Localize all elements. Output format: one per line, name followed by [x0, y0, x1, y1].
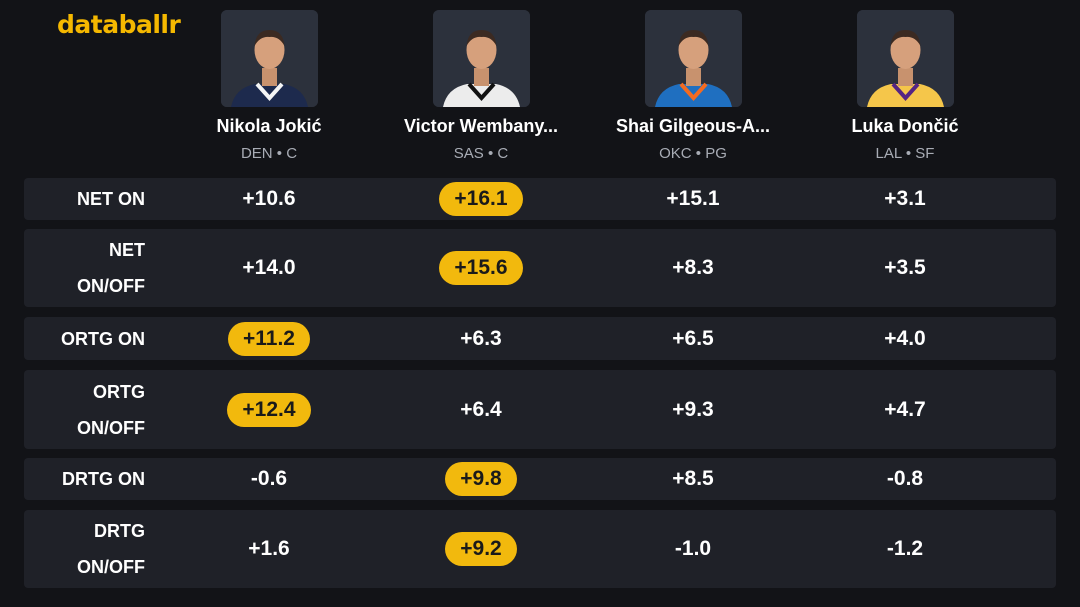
stat-value-best: +12.4 — [227, 392, 311, 427]
stat-value: +3.1 — [884, 187, 926, 210]
stat-label-line: ON/OFF — [77, 417, 145, 438]
stat-label-line: DRTG ON — [62, 469, 145, 489]
stat-value-best: +9.2 — [445, 532, 517, 566]
stat-label-line: ON/OFF — [77, 557, 145, 577]
player-avatar[interactable] — [644, 10, 742, 107]
stat-label: DRTG ON — [62, 458, 145, 500]
player-team-position: SAS • C — [453, 145, 509, 162]
stat-row: DRTG ON/OFF +1.6 +9.2 -1.0 -1.2 — [24, 510, 1056, 588]
stat-value-best: +11.2 — [228, 321, 310, 356]
stat-label-line: DRTG — [94, 521, 145, 541]
player-team-position: DEN • C — [240, 145, 298, 162]
player-avatar[interactable] — [432, 10, 530, 107]
stat-cell: +9.3 — [587, 370, 799, 449]
stat-cell: +11.2 — [163, 317, 375, 360]
stat-cell: +16.1 — [375, 178, 587, 220]
stat-value: -0.6 — [250, 467, 288, 490]
player-header[interactable]: Luka Dončić LAL • SF — [799, 10, 1011, 162]
stat-cell: +10.6 — [163, 178, 375, 220]
stat-label-line: NET — [109, 240, 145, 260]
stat-cell: -1.2 — [799, 510, 1011, 588]
stat-cell: +8.5 — [587, 458, 799, 500]
stat-cell: +4.7 — [799, 370, 1011, 449]
player-avatar[interactable] — [220, 10, 318, 107]
stat-cell: +9.8 — [375, 458, 587, 500]
stat-cell: -1.0 — [587, 510, 799, 588]
stat-cell: +15.1 — [587, 178, 799, 220]
stat-value-best: +15.6 — [439, 251, 523, 285]
stat-cell: +1.6 — [163, 510, 375, 588]
stat-cell: +4.0 — [799, 317, 1011, 360]
stat-value: +15.1 — [666, 187, 720, 210]
stat-label-line: NET ON — [76, 189, 145, 209]
stat-cell: +14.0 — [163, 229, 375, 307]
stat-cell: +3.5 — [799, 229, 1011, 307]
stat-value: -1.2 — [886, 537, 924, 560]
player-name: Victor Wembany... — [403, 116, 559, 136]
stat-label: NET ON/OFF — [77, 229, 145, 307]
stat-cell: -0.8 — [799, 458, 1011, 500]
stat-value-best: +9.8 — [445, 462, 517, 496]
stat-value: +6.3 — [460, 326, 502, 350]
stat-value: +14.0 — [242, 256, 296, 279]
stat-value: +6.4 — [460, 397, 502, 421]
stat-value: +4.0 — [884, 326, 926, 350]
stat-value: +6.5 — [672, 326, 714, 350]
stat-row: ORTG ON +11.2 +6.3 +6.5 +4.0 — [24, 317, 1056, 360]
stat-cell: -0.6 — [163, 458, 375, 500]
stat-value: +1.6 — [248, 537, 290, 560]
stat-value: -0.8 — [886, 467, 924, 490]
player-name: Nikola Jokić — [216, 116, 322, 136]
stat-value: -1.0 — [674, 537, 712, 560]
databallr-logo[interactable]: databallr — [57, 10, 181, 39]
player-header[interactable]: Nikola Jokić DEN • C — [163, 10, 375, 162]
stat-label-line: ORTG ON — [61, 328, 145, 349]
player-team-position: LAL • SF — [875, 145, 935, 162]
player-header[interactable]: Shai Gilgeous-A... OKC • PG — [587, 10, 799, 162]
stat-label: NET ON — [77, 178, 145, 220]
stat-label-line: ORTG — [93, 381, 145, 402]
stat-value: +8.3 — [672, 256, 714, 279]
stat-label: ORTG ON — [61, 317, 145, 360]
stat-value: +3.5 — [884, 256, 926, 279]
stat-value-best: +16.1 — [439, 182, 523, 216]
stat-row: NET ON +10.6 +16.1 +15.1 +3.1 — [24, 178, 1056, 220]
stat-cell: +3.1 — [799, 178, 1011, 220]
player-header[interactable]: Victor Wembany... SAS • C — [375, 10, 587, 162]
stat-cell: +15.6 — [375, 229, 587, 307]
stat-label: ORTG ON/OFF — [77, 370, 145, 449]
player-team-position: OKC • PG — [659, 145, 727, 162]
stat-value: +10.6 — [242, 187, 296, 210]
stat-row: NET ON/OFF +14.0 +15.6 +8.3 +3.5 — [24, 229, 1056, 307]
player-name: Shai Gilgeous-A... — [615, 116, 771, 136]
stat-cell: +6.5 — [587, 317, 799, 360]
stat-cell: +8.3 — [587, 229, 799, 307]
stat-value: +8.5 — [672, 467, 714, 490]
stat-value: +9.3 — [672, 397, 714, 421]
stat-cell: +6.3 — [375, 317, 587, 360]
stat-cell: +12.4 — [163, 370, 375, 449]
player-name: Luka Dončić — [851, 116, 959, 136]
stat-cell: +6.4 — [375, 370, 587, 449]
stat-label-line: ON/OFF — [77, 276, 145, 296]
stat-label: DRTG ON/OFF — [77, 510, 145, 588]
stat-row: ORTG ON/OFF +12.4 +6.4 +9.3 +4.7 — [24, 370, 1056, 449]
stat-row: DRTG ON -0.6 +9.8 +8.5 -0.8 — [24, 458, 1056, 500]
stat-cell: +9.2 — [375, 510, 587, 588]
player-avatar[interactable] — [856, 10, 954, 107]
stat-value: +4.7 — [884, 397, 926, 421]
